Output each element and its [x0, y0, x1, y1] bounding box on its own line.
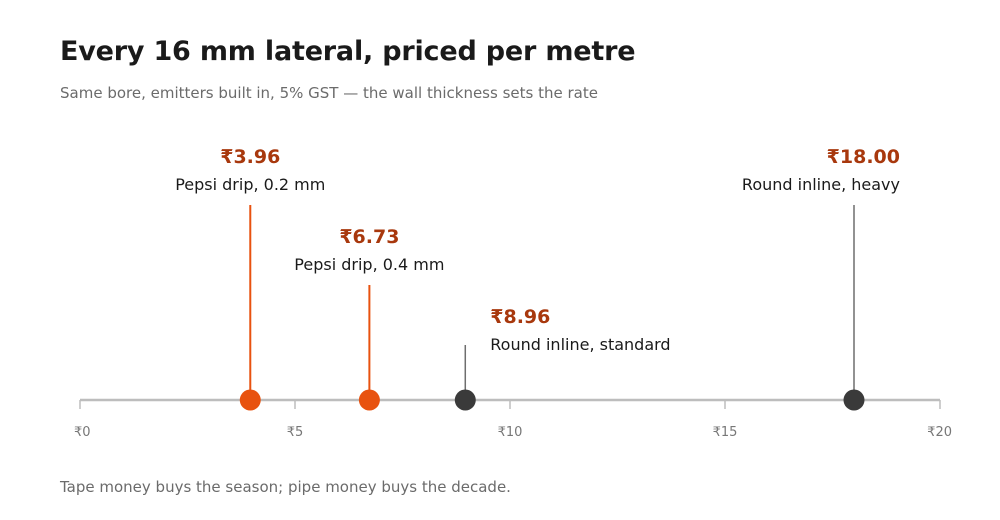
price-marker [454, 389, 476, 411]
x-tick-label: ₹15 [713, 425, 738, 440]
x-tick-label: ₹5 [287, 425, 304, 440]
price-point-3: ₹8.96 Round inline, standard [454, 306, 671, 411]
footer-note: Tape money buys the season; pipe money b… [60, 478, 511, 496]
price-marker [358, 389, 380, 411]
chart-subtitle: Same bore, emitters built in, 5% GST — t… [60, 84, 598, 102]
product-name-label: Round inline, heavy [742, 175, 900, 194]
price-value-label: ₹6.73 [339, 226, 399, 248]
price-value-label: ₹3.96 [220, 146, 280, 168]
x-tick-label: ₹0 [74, 425, 91, 440]
price-points: ₹3.96 Pepsi drip, 0.2 mm ₹6.73 Pepsi drip, … [175, 146, 900, 411]
chart-title: Every 16 mm lateral, priced per metre [60, 36, 636, 67]
price-point-1: ₹3.96 Pepsi drip, 0.2 mm [175, 146, 325, 411]
x-axis-ticks: ₹0 ₹5 ₹10 ₹15 ₹20 [74, 400, 952, 440]
x-tick-label: ₹20 [927, 425, 952, 440]
price-marker [239, 389, 261, 411]
price-point-4: ₹18.00 Round inline, heavy [742, 146, 900, 411]
x-tick-label: ₹10 [498, 425, 523, 440]
price-marker [843, 389, 865, 411]
price-point-2: ₹6.73 Pepsi drip, 0.4 mm [294, 226, 444, 411]
product-name-label: Pepsi drip, 0.2 mm [175, 175, 325, 194]
price-value-label: ₹8.96 [490, 306, 550, 328]
product-name-label: Round inline, standard [490, 335, 670, 354]
price-value-label: ₹18.00 [827, 146, 900, 168]
product-name-label: Pepsi drip, 0.4 mm [294, 255, 444, 274]
